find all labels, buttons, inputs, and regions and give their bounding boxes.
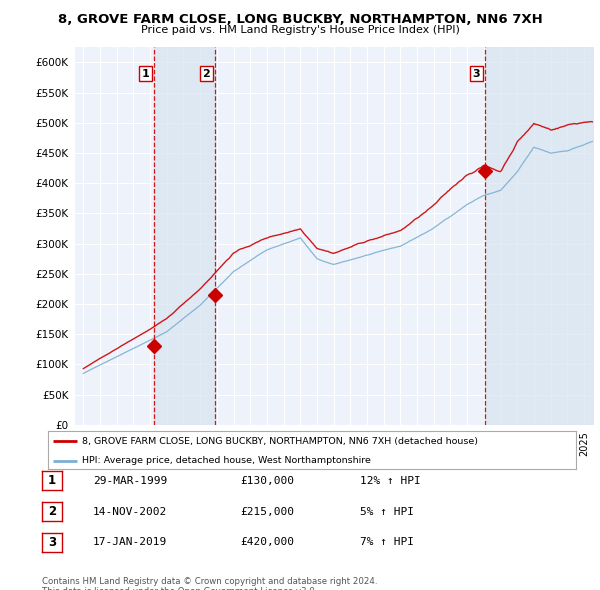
Text: £420,000: £420,000 bbox=[240, 537, 294, 547]
Text: 17-JAN-2019: 17-JAN-2019 bbox=[93, 537, 167, 547]
Text: 12% ↑ HPI: 12% ↑ HPI bbox=[360, 476, 421, 486]
Text: 1: 1 bbox=[142, 68, 149, 78]
Text: 8, GROVE FARM CLOSE, LONG BUCKBY, NORTHAMPTON, NN6 7XH: 8, GROVE FARM CLOSE, LONG BUCKBY, NORTHA… bbox=[58, 13, 542, 26]
Text: 3: 3 bbox=[48, 536, 56, 549]
Text: £215,000: £215,000 bbox=[240, 507, 294, 516]
Text: 3: 3 bbox=[473, 68, 480, 78]
Text: 7% ↑ HPI: 7% ↑ HPI bbox=[360, 537, 414, 547]
Text: 14-NOV-2002: 14-NOV-2002 bbox=[93, 507, 167, 516]
Bar bbox=[485, 47, 594, 425]
Text: Contains HM Land Registry data © Crown copyright and database right 2024.
This d: Contains HM Land Registry data © Crown c… bbox=[42, 577, 377, 590]
Text: £130,000: £130,000 bbox=[240, 476, 294, 486]
Text: HPI: Average price, detached house, West Northamptonshire: HPI: Average price, detached house, West… bbox=[82, 456, 371, 465]
Bar bbox=[154, 47, 215, 425]
Text: 8, GROVE FARM CLOSE, LONG BUCKBY, NORTHAMPTON, NN6 7XH (detached house): 8, GROVE FARM CLOSE, LONG BUCKBY, NORTHA… bbox=[82, 437, 478, 446]
Text: Price paid vs. HM Land Registry's House Price Index (HPI): Price paid vs. HM Land Registry's House … bbox=[140, 25, 460, 35]
Text: 2: 2 bbox=[48, 505, 56, 518]
Text: 29-MAR-1999: 29-MAR-1999 bbox=[93, 476, 167, 486]
Text: 2: 2 bbox=[202, 68, 210, 78]
Text: 1: 1 bbox=[48, 474, 56, 487]
Text: 5% ↑ HPI: 5% ↑ HPI bbox=[360, 507, 414, 516]
